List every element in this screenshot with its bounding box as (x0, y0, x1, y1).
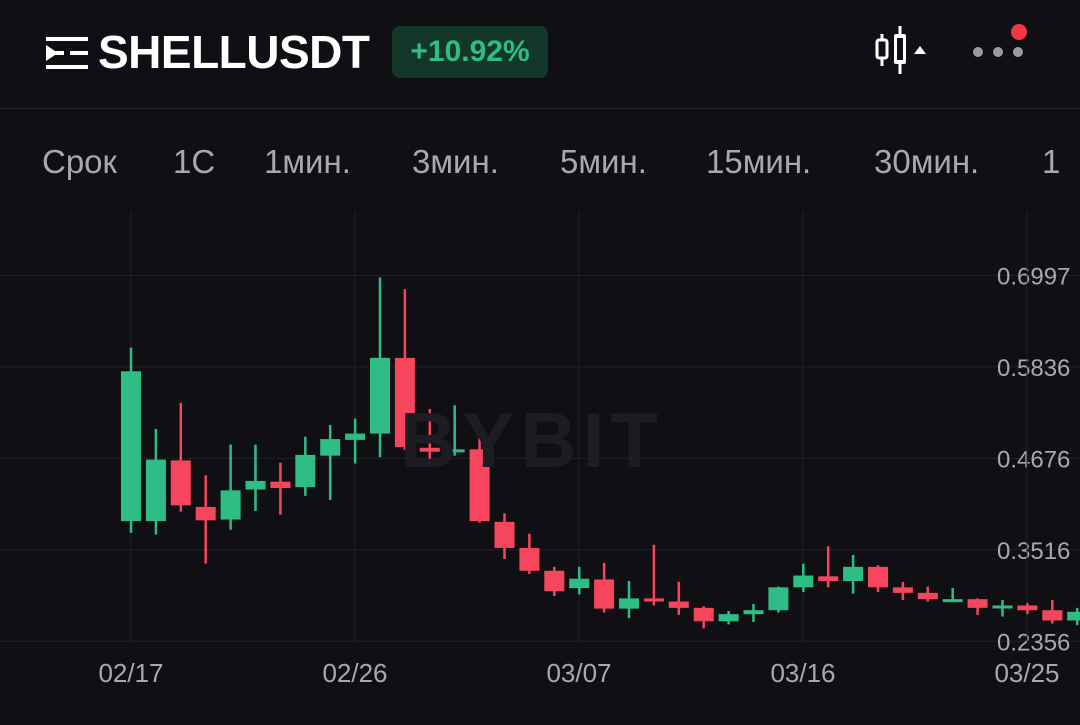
timeframe-1min[interactable]: 1мин. (264, 143, 351, 180)
candle-body (494, 521, 515, 548)
candle-body (394, 357, 415, 447)
timeframe-1s[interactable]: 1С (173, 143, 216, 180)
candle-body (668, 601, 689, 608)
candle-body (942, 599, 963, 603)
candle-body (444, 449, 465, 453)
date-tick-label: 03/25 (994, 658, 1059, 688)
candle-body (1042, 610, 1063, 621)
candle-body (295, 454, 316, 488)
watermark-logo: BYBIT (400, 396, 664, 484)
candle-body (1017, 605, 1038, 611)
candle-body (793, 575, 814, 588)
candlestick-type-icon[interactable] (874, 24, 928, 76)
candle-body (1067, 611, 1080, 621)
candle-body (917, 592, 938, 600)
candle-body (544, 570, 565, 592)
candle-body (594, 579, 615, 609)
candlestick-chart[interactable]: 0.6997 0.5836 0.4676 0.3516 0.2356 02/17 02/26… (0, 212, 1080, 725)
candle-body (469, 449, 490, 522)
candle-body (892, 587, 913, 593)
more-options-icon[interactable] (968, 22, 1032, 62)
date-tick-label: 02/17 (98, 658, 163, 688)
timeframe-15min[interactable]: 15мин. (706, 143, 812, 180)
candle-body (743, 610, 764, 615)
timeframe-3min[interactable]: 3мин. (412, 143, 499, 180)
candle-body (195, 506, 216, 521)
price-tick-label: 0.2356 (997, 629, 1070, 656)
price-tick-label: 0.6997 (997, 263, 1070, 290)
candle-body (370, 357, 390, 434)
date-tick-label: 03/16 (770, 658, 835, 688)
date-tick-label: 02/26 (322, 658, 387, 688)
candle-body (843, 566, 864, 582)
candle-body (818, 576, 839, 582)
price-tick-label: 0.3516 (997, 538, 1070, 565)
candle-body (718, 614, 739, 622)
candle-body (270, 481, 291, 488)
candle-body (569, 578, 590, 589)
candle-body (320, 439, 341, 456)
candle-body (121, 371, 141, 522)
timeframe-5min[interactable]: 5мин. (560, 143, 647, 180)
candle-body (967, 599, 988, 608)
timeframe-30min[interactable]: 30мин. (874, 143, 980, 180)
candle-body (345, 433, 366, 440)
candle-body (992, 605, 1013, 609)
candle-body (868, 566, 888, 588)
candle-body (768, 587, 789, 611)
candle-body (419, 447, 440, 452)
timeframe-label: Срок (42, 143, 117, 180)
symbol-title[interactable]: SHELLUSDT (98, 26, 370, 78)
notification-dot-icon (1011, 24, 1027, 40)
date-tick-label: 03/07 (546, 658, 611, 688)
candle-body (145, 459, 166, 522)
timeframe-bar: Срок 1С 1мин. 3мин. 5мин. 15мин. 30мин. … (0, 108, 1080, 212)
candle-body (245, 480, 266, 490)
candle-body (643, 598, 664, 602)
price-tick-label: 0.5836 (997, 355, 1070, 382)
candle-body (619, 598, 639, 609)
candle-body (693, 607, 714, 622)
candle-body (170, 460, 191, 506)
candle-body (220, 490, 241, 520)
chart-area[interactable]: 0.6997 0.5836 0.4676 0.3516 0.2356 02/17 02/26… (0, 212, 1080, 725)
candle-body (519, 547, 540, 571)
timeframe-1h-partial[interactable]: 1 (1042, 143, 1061, 180)
menu-icon[interactable] (46, 35, 88, 71)
price-tick-label: 0.4676 (997, 446, 1070, 473)
header-bar: SHELLUSDT +10.92% (0, 0, 1080, 109)
change-badge: +10.92% (392, 26, 548, 78)
